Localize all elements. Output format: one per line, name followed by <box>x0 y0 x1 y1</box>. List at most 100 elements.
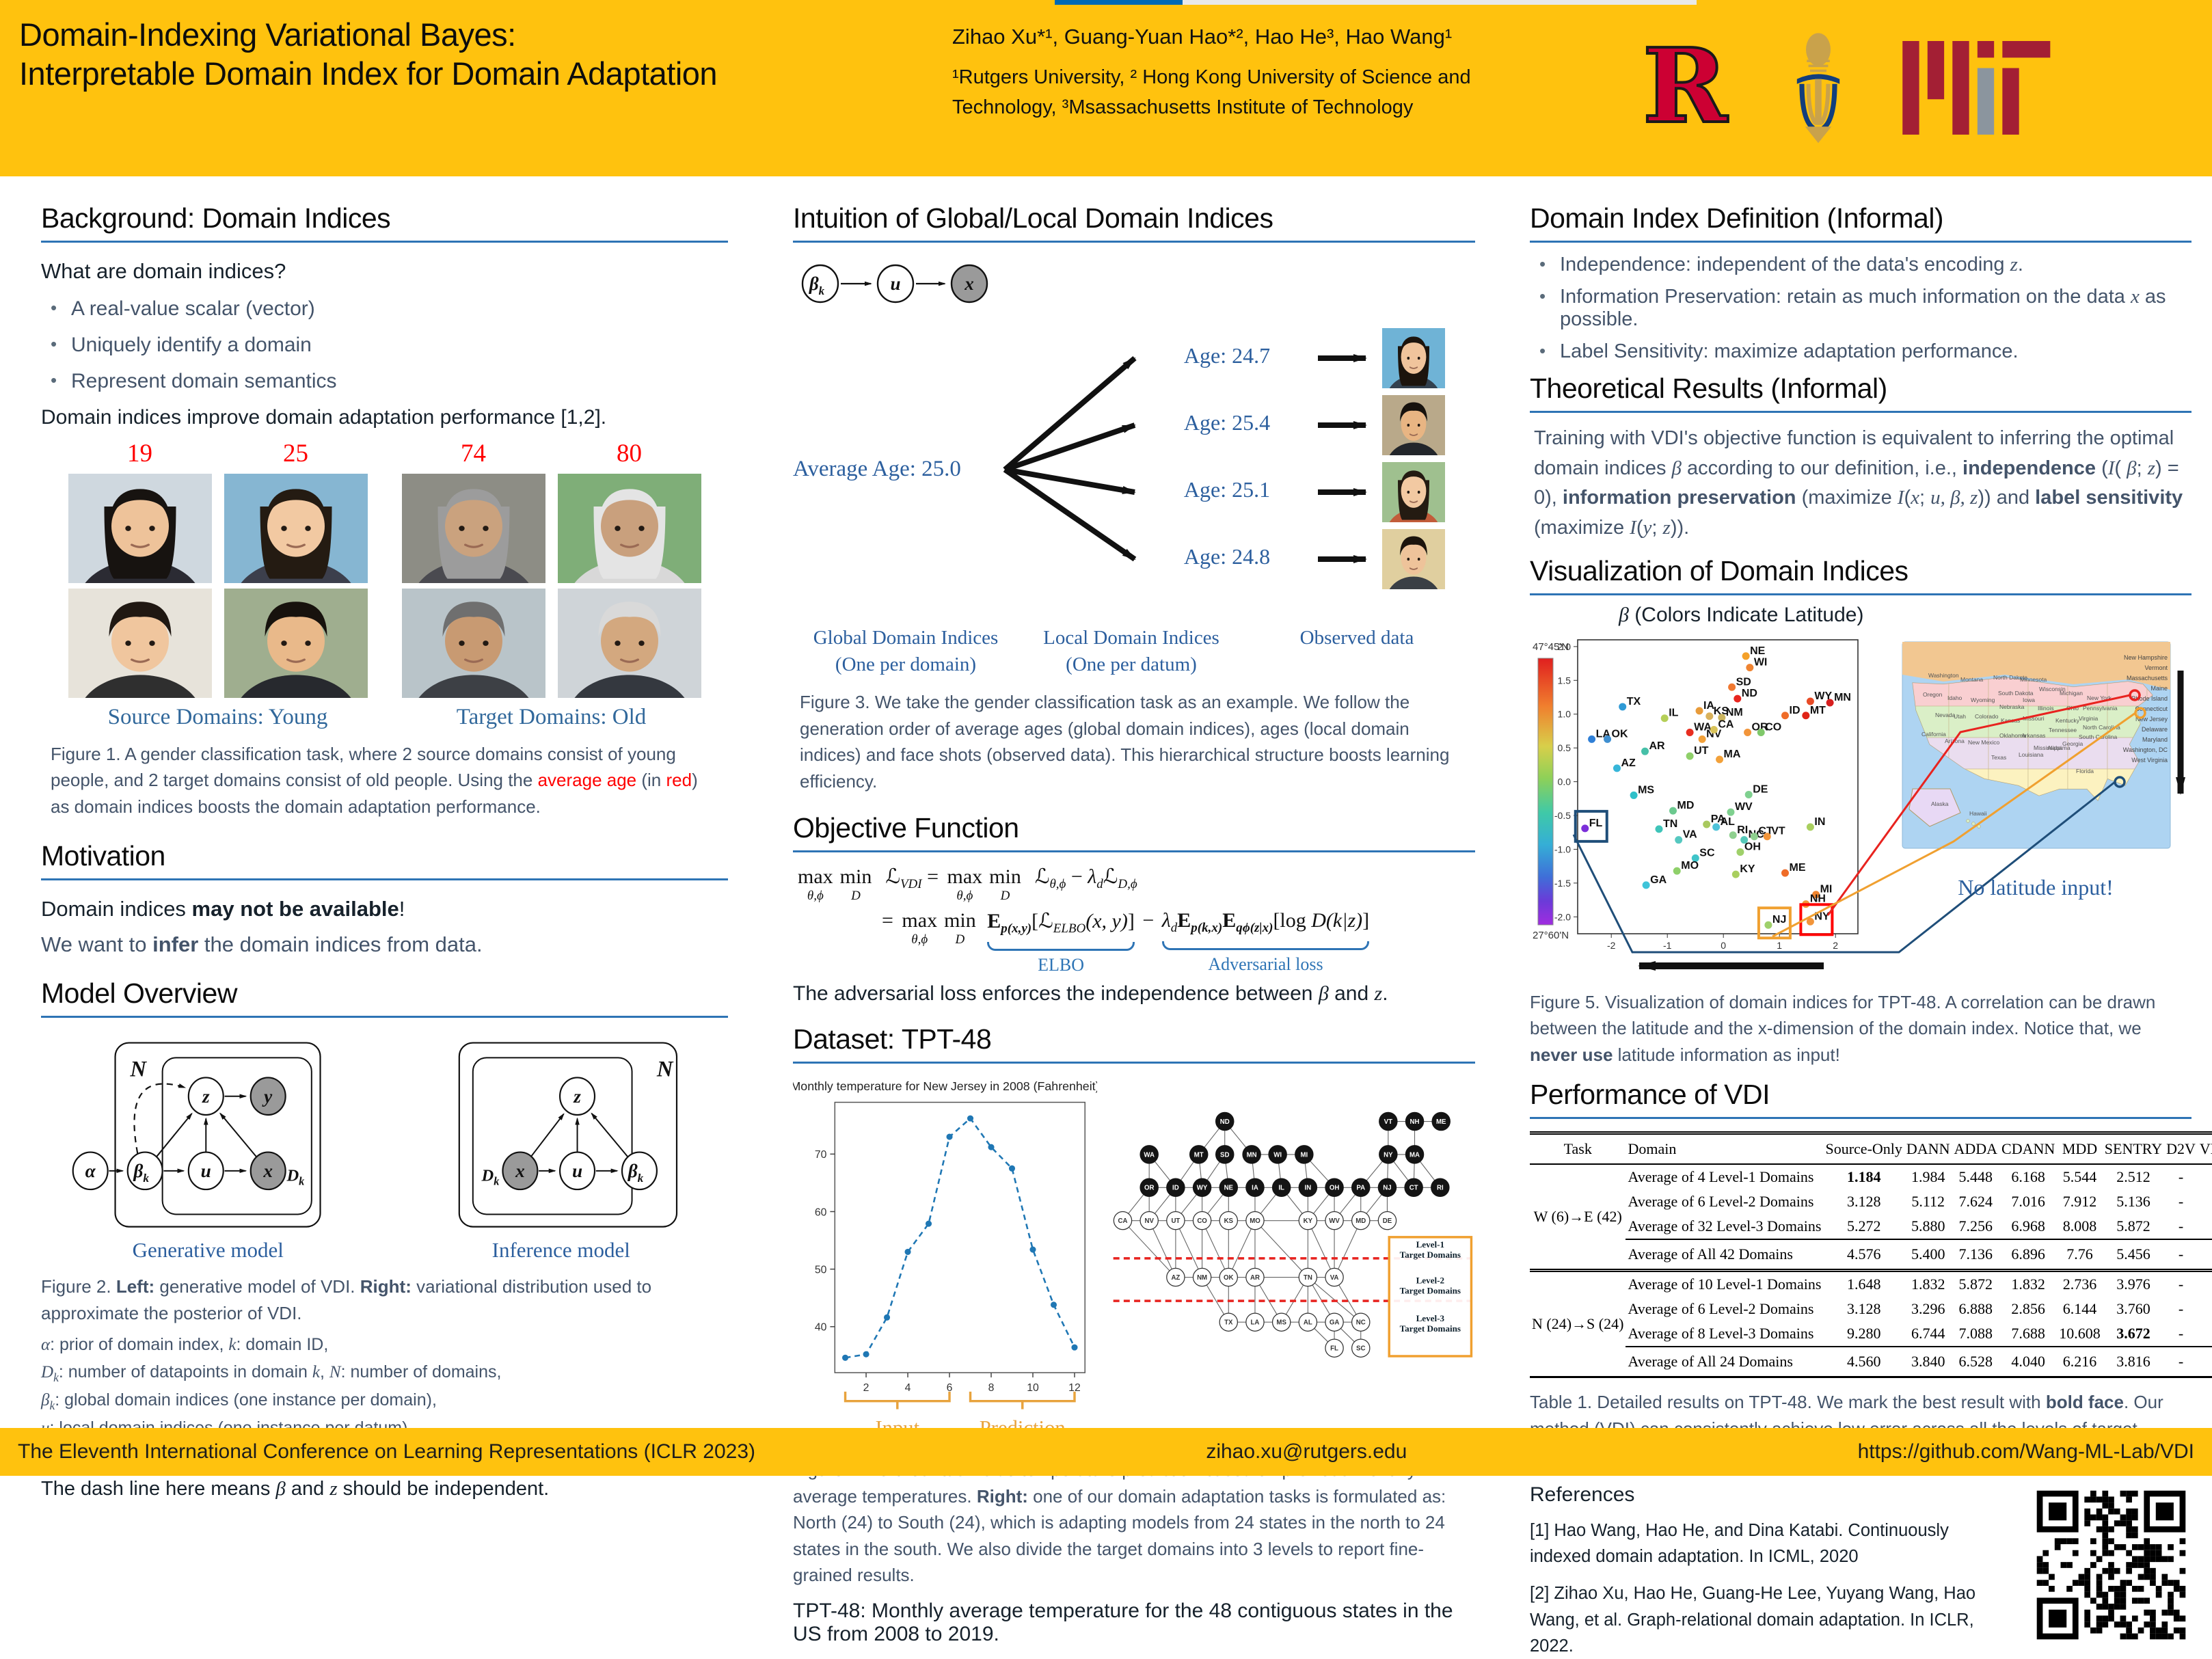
svg-text:MI: MI <box>1300 1152 1308 1159</box>
value-cell: - <box>2164 1346 2198 1377</box>
svg-text:2: 2 <box>863 1382 869 1394</box>
svg-text:Louisiana: Louisiana <box>2019 751 2044 758</box>
svg-text:FL: FL <box>1330 1345 1338 1353</box>
svg-text:0.0: 0.0 <box>1558 777 1572 787</box>
age-label: 19 <box>127 440 152 468</box>
svg-text:40: 40 <box>815 1322 827 1334</box>
value-cell: 9.280 <box>1846 1325 1881 1343</box>
def-line: Dk: number of datapoints in domain k, N:… <box>41 1362 502 1385</box>
svg-text:LA: LA <box>1251 1319 1260 1327</box>
value-cell: 7.256 <box>1958 1217 1993 1235</box>
svg-text:MI: MI <box>1820 884 1833 895</box>
svg-text:Target Domains: Target Domains <box>1400 1250 1461 1260</box>
svg-text:NJ: NJ <box>1383 1185 1391 1192</box>
svg-text:N: N <box>129 1057 147 1082</box>
svg-text:R: R <box>1643 34 1728 144</box>
svg-text:NV: NV <box>1145 1217 1155 1225</box>
svg-text:NE: NE <box>1224 1185 1234 1192</box>
svg-text:ND: ND <box>1742 688 1757 699</box>
equation-segment: − <box>1137 909 1159 932</box>
svg-text:6: 6 <box>947 1382 953 1394</box>
value-cell: - <box>2178 1325 2184 1343</box>
figure5-caption: Figure 5. Visualization of domain indice… <box>1530 992 2156 1065</box>
svg-text:x: x <box>515 1161 525 1181</box>
svg-text:-1.0: -1.0 <box>1554 844 1571 854</box>
svg-text:MT: MT <box>1810 705 1826 716</box>
svg-text:2: 2 <box>1833 940 1838 951</box>
svg-text:NC: NC <box>1356 1319 1366 1327</box>
table-row: Average of 6 Level-2 Domains 3.128 5.112 7.… <box>1530 1189 2212 1214</box>
motivation-line1: Domain indices may not be available! <box>41 897 405 921</box>
svg-text:Alaska: Alaska <box>1931 800 1949 807</box>
svg-text:Iowa: Iowa <box>2023 697 2035 703</box>
motivation-line2: We want to infer the domain indices from… <box>41 932 483 957</box>
svg-text:1.5: 1.5 <box>1558 675 1572 686</box>
table-header: Domain <box>1626 1133 1824 1165</box>
svg-text:CA: CA <box>1718 719 1734 731</box>
svg-text:OK: OK <box>1224 1274 1234 1282</box>
svg-text:KS: KS <box>1224 1217 1234 1225</box>
svg-text:50: 50 <box>815 1265 827 1276</box>
table-header: D2V <box>2164 1133 2198 1165</box>
svg-text:NH: NH <box>1810 893 1826 905</box>
section-title-model-overview: Model Overview <box>41 977 237 1010</box>
model-note: The dash line here means β and z should … <box>41 1477 550 1500</box>
mit-logo <box>1902 41 2051 135</box>
rule <box>1530 593 2191 595</box>
svg-text:8: 8 <box>988 1382 995 1394</box>
svg-text:u: u <box>890 273 900 294</box>
poster-title-line2: Interpretable Domain Index for Domain Ad… <box>19 55 718 92</box>
svg-text:NY: NY <box>1384 1152 1393 1159</box>
section-title-performance: Performance of VDI <box>1530 1079 1770 1111</box>
value-cell: 1.832 <box>1904 1269 1952 1297</box>
svg-text:Michigan: Michigan <box>2060 690 2083 697</box>
svg-text:MO: MO <box>1681 860 1699 872</box>
equation-line2: = max θ,ϕ min D Ep(x,y)[ℒELBO (x, y)] ELBO − … <box>880 909 1475 975</box>
svg-text:27°60'N: 27°60'N <box>1533 930 1569 941</box>
value-cell: 5.400 <box>1904 1239 1952 1271</box>
svg-text:60: 60 <box>815 1207 827 1219</box>
svg-text:Target Domains: Target Domains <box>1400 1286 1461 1296</box>
svg-text:North Dakota: North Dakota <box>1993 674 2027 681</box>
value-cell: 6.144 <box>2062 1300 2097 1318</box>
task-cell: N (24)→S (24) <box>1530 1269 1626 1377</box>
figure4-caption: Figure 4. Left: our task is do temperatu… <box>793 1459 1446 1586</box>
value-cell: - <box>2178 1300 2184 1318</box>
avatar <box>557 474 701 583</box>
svg-text:Washington: Washington <box>1928 672 1959 679</box>
svg-text:Washington, DC: Washington, DC <box>2123 746 2168 753</box>
value-cell: 6.168 <box>2011 1168 2045 1186</box>
svg-text:MN: MN <box>1834 692 1851 703</box>
svg-text:NV: NV <box>1706 728 1722 740</box>
svg-text:Wisconsin: Wisconsin <box>2039 686 2066 692</box>
svg-text:Minnesota: Minnesota <box>2020 676 2047 683</box>
svg-text:TX: TX <box>1224 1319 1233 1327</box>
svg-text:Vermont: Vermont <box>2144 664 2168 671</box>
authors: Zihao Xu*¹, Guang-Yuan Hao*², Hao He³, H… <box>952 25 1453 49</box>
svg-text:IA: IA <box>1252 1185 1258 1192</box>
value-cell: 6.744 <box>1911 1325 1945 1343</box>
svg-text:AR: AR <box>1649 740 1666 752</box>
summary-row: Average of All 24 Domains 4.560 3.840 6.528… <box>1530 1346 2212 1377</box>
svg-text:12: 12 <box>1068 1382 1081 1394</box>
svg-text:AL: AL <box>1304 1319 1312 1327</box>
value-cell: 3.160 <box>2197 1346 2212 1377</box>
domain-cell: Average of 6 Level-2 Domains <box>1628 1300 1814 1318</box>
svg-text:PA: PA <box>1711 813 1725 825</box>
value-cell: 5.456 <box>2102 1239 2165 1271</box>
svg-text:IN: IN <box>1305 1185 1312 1192</box>
value-cell: 4.040 <box>1999 1346 2058 1377</box>
svg-text:-2: -2 <box>1607 940 1616 951</box>
svg-text:Level-3: Level-3 <box>1416 1313 1445 1323</box>
svg-text:MO: MO <box>1250 1217 1260 1225</box>
column-left: Background: Domain Indices What are doma… <box>41 190 728 1500</box>
svg-text:-1: -1 <box>1663 940 1672 951</box>
svg-text:OR: OR <box>1752 722 1768 733</box>
table-header: CDANN <box>1999 1133 2058 1165</box>
section-title-dataset: Dataset: TPT-48 <box>793 1023 992 1055</box>
svg-text:No latitude input!: No latitude input! <box>1958 875 2114 900</box>
svg-text:Montana: Montana <box>1960 676 1983 683</box>
svg-text:10: 10 <box>1027 1382 1039 1394</box>
svg-text:Missouri: Missouri <box>2023 715 2045 722</box>
